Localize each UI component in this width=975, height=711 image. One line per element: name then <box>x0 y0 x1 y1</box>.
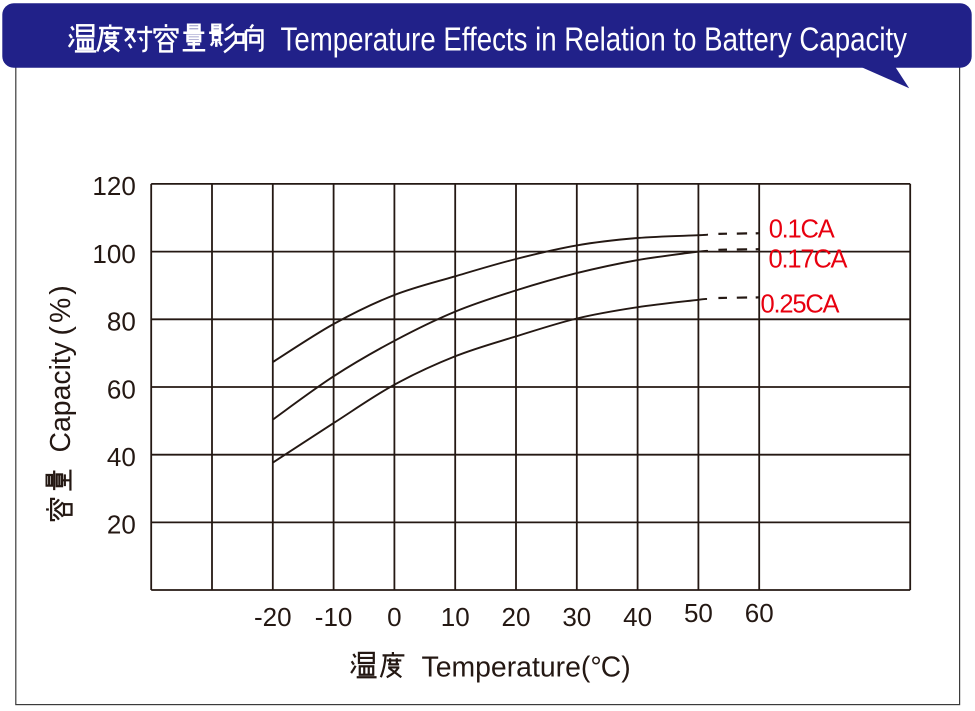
svg-text:60: 60 <box>107 374 136 404</box>
svg-text:Capacity: Capacity <box>45 341 77 452</box>
svg-text:0.17CA: 0.17CA <box>769 245 848 273</box>
svg-text:100: 100 <box>92 239 135 269</box>
svg-text:-10: -10 <box>315 602 353 632</box>
svg-text:40: 40 <box>623 602 652 632</box>
svg-text:-20: -20 <box>254 602 292 632</box>
svg-text:20: 20 <box>107 510 136 540</box>
svg-text:120: 120 <box>92 171 135 201</box>
svg-text:Temperature Effects in Relatio: Temperature Effects in Relation to Batte… <box>281 21 908 58</box>
svg-text:Temperature(°C): Temperature(°C) <box>422 652 631 684</box>
svg-text:10: 10 <box>441 602 470 632</box>
svg-text:50: 50 <box>684 598 713 628</box>
svg-text:(%): (%) <box>45 282 77 335</box>
svg-text:0.1CA: 0.1CA <box>769 216 835 244</box>
svg-text:20: 20 <box>502 602 531 632</box>
svg-text:30: 30 <box>562 602 591 632</box>
svg-text:40: 40 <box>107 442 136 472</box>
svg-text:0: 0 <box>387 602 401 632</box>
svg-text:60: 60 <box>745 598 774 628</box>
svg-text:0.25CA: 0.25CA <box>761 290 840 318</box>
svg-text:80: 80 <box>107 307 136 337</box>
